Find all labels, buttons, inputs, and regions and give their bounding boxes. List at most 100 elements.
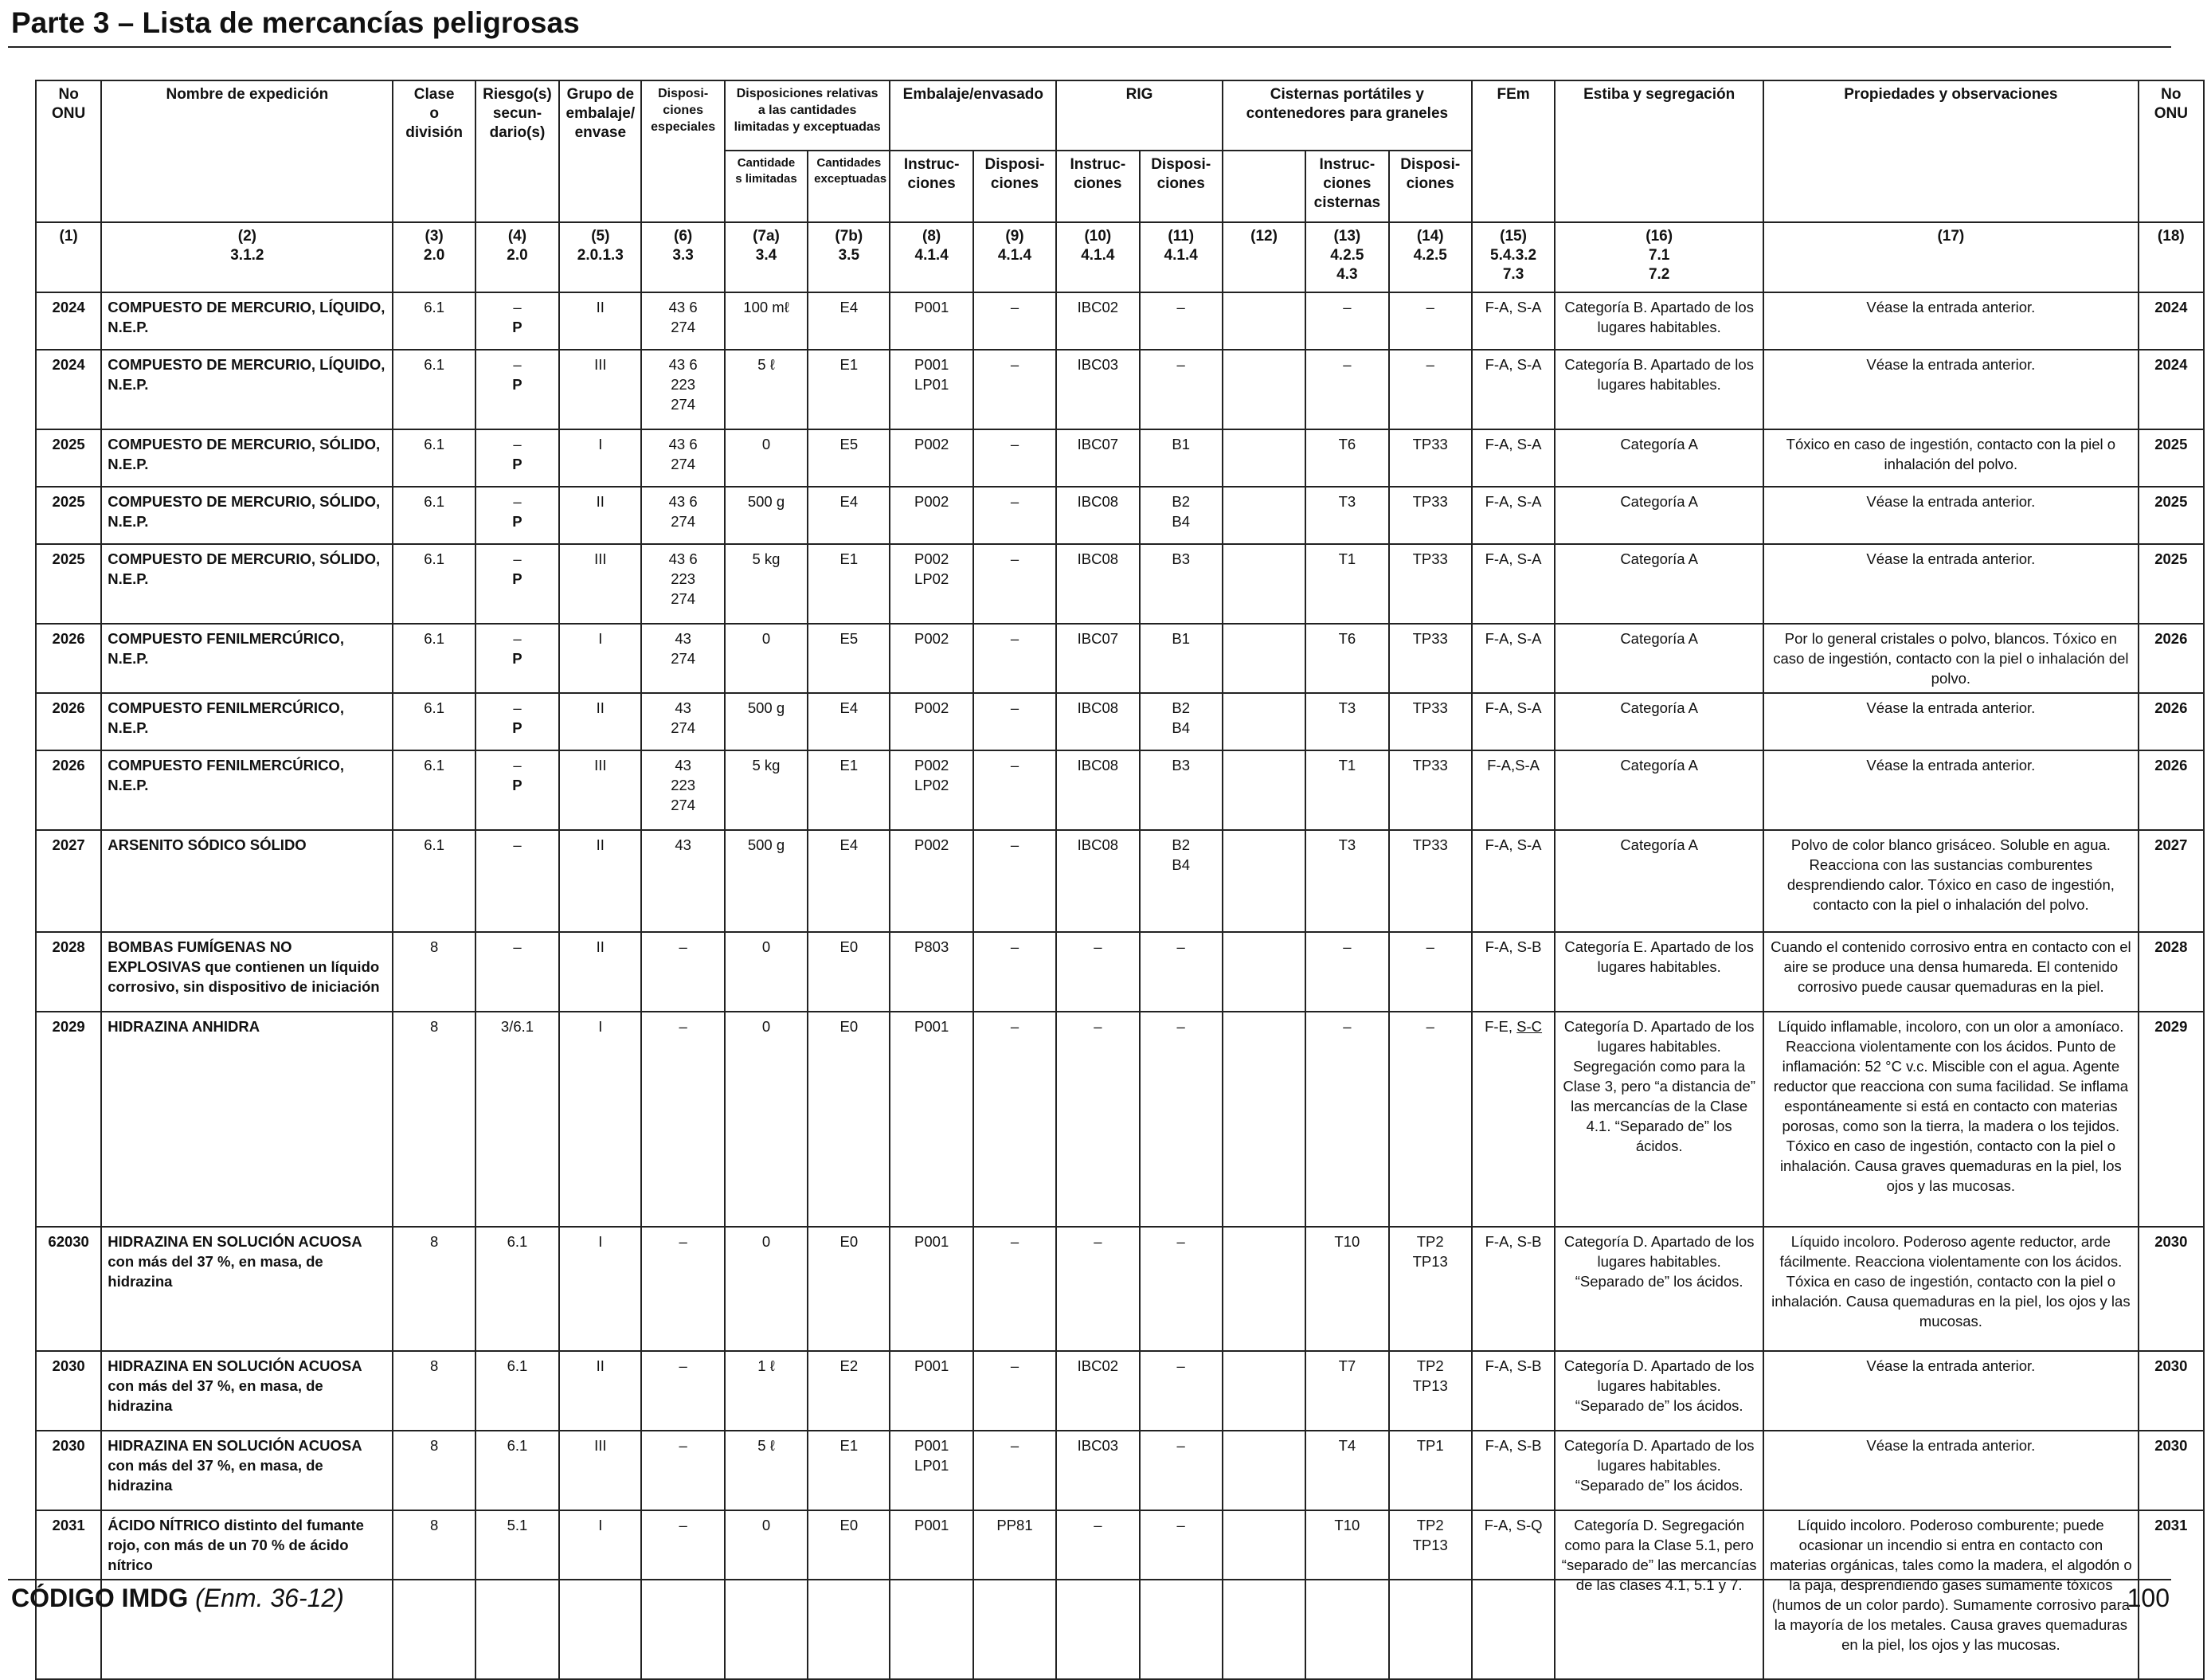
col12-cell [1221, 1430, 1307, 1511]
ems-text: F-E, [1485, 1018, 1517, 1035]
column-reference-line: (17) [1937, 228, 1965, 245]
ems: F-A,S-A [1470, 750, 1556, 831]
special-provisions-line: 43 6 [668, 493, 698, 510]
shipping-name: BOMBAS FUMÍGENAS NO EXPLOSIVAS que conti… [100, 931, 394, 1012]
special-provisions: 43 274 [640, 692, 726, 751]
shipping-name: COMPUESTO DE MERCURIO, SÓLIDO, N.E.P. [100, 543, 394, 625]
column-reference-line: (6) [674, 228, 693, 245]
column-reference-line: 2.0.1.3 [577, 247, 624, 264]
tank-provisions-line: TP2 [1416, 1357, 1444, 1374]
ibc-provisions: – [1138, 1430, 1223, 1511]
shipping-name-main: HIDRAZINA EN SOLUCIÓN ACUOSA [108, 1437, 362, 1454]
ibc-provisions: – [1138, 931, 1223, 1012]
column-reference-line: 7.2 [1648, 266, 1670, 283]
ibc-provisions-line: – [1176, 299, 1185, 315]
page-title: Parte 3 – Lista de mercancías peligrosas [11, 6, 580, 39]
properties-observations: Líquido incoloro. Poderoso agente reduct… [1763, 1226, 2139, 1352]
tank-provisions: TP33 [1387, 486, 1473, 545]
ems: F-E, S-C [1470, 1011, 1556, 1228]
col12-cell [1221, 692, 1307, 751]
column-reference-line: (9) [1005, 228, 1024, 245]
excepted-quantity: E4 [807, 692, 891, 751]
class-division: 8 [392, 931, 476, 1012]
special-provisions-line: – [679, 1517, 687, 1533]
ems-text: F-A, S-A [1485, 836, 1542, 853]
tank-provisions-line: TP33 [1412, 836, 1448, 853]
excepted-quantity: E4 [807, 486, 891, 545]
class-division: 8 [392, 1510, 476, 1680]
shipping-name: COMPUESTO DE MERCURIO, SÓLIDO, N.E.P. [100, 486, 394, 545]
shipping-name-main: COMPUESTO DE MERCURIO, LÍQUIDO, N.E.P. [108, 356, 385, 393]
stowage-segregation: Categoría B. Apartado de los lugares hab… [1554, 292, 1765, 350]
packing-provisions: – [972, 1226, 1058, 1352]
class-division: 8 [392, 1011, 476, 1228]
class-division: 6.1 [392, 292, 476, 350]
column-reference-line: (7b) [835, 228, 863, 245]
packing-instructions: P002 [889, 623, 974, 694]
ems-text: F-A, S-A [1485, 630, 1542, 647]
dangerous-goods-table: No ONU Nombre de expedición Clase o divisió… [34, 80, 2205, 1680]
ibc-instructions: IBC07 [1055, 623, 1141, 694]
subsidiary-risk-line: P [512, 456, 522, 472]
special-provisions: – [640, 931, 726, 1012]
shipping-name-main: COMPUESTO DE MERCURIO, SÓLIDO, N.E.P. [108, 550, 381, 587]
stowage-segregation: Categoría A [1554, 750, 1765, 831]
ems: F-A, S-Q [1470, 1510, 1556, 1680]
col12-cell [1221, 486, 1307, 545]
un-number-right: 2025 [2137, 543, 2205, 625]
special-provisions-line: 223 [671, 777, 696, 793]
special-provisions: 43 223 274 [640, 750, 726, 831]
subsidiary-risk-line: – [513, 699, 522, 716]
subsidiary-risk: – [474, 931, 561, 1012]
un-number: 2028 [34, 931, 103, 1012]
tank-provisions: – [1387, 349, 1473, 430]
special-provisions-line: – [679, 1357, 687, 1374]
packing-provisions: – [972, 931, 1058, 1012]
packing-group: III [558, 349, 643, 430]
ibc-provisions: B1 [1138, 429, 1223, 488]
header-ems: FEm [1470, 80, 1556, 223]
un-number: 2025 [34, 429, 103, 488]
ems-text: F-A, S-A [1485, 299, 1542, 315]
header-portable-tanks: Cisternas portátiles y contenedores para … [1221, 80, 1473, 151]
packing-provisions: – [972, 1011, 1058, 1228]
subsidiary-risk: – P [474, 292, 561, 350]
tank-provisions: TP2 TP13 [1387, 1510, 1473, 1680]
ems: F-A, S-A [1470, 543, 1556, 625]
special-provisions-line: 274 [671, 513, 696, 530]
special-provisions-line: – [679, 938, 687, 955]
column-reference-line: 7.1 [1648, 247, 1670, 264]
ems: F-A, S-B [1470, 931, 1556, 1012]
ibc-provisions: B3 [1138, 543, 1223, 625]
table-row: 2026 COMPUESTO FENILMERCÚRICO, N.E.P. 6.1–… [34, 692, 2205, 751]
tank-instructions: – [1305, 1011, 1390, 1228]
packing-instructions-line: P001 [914, 356, 949, 373]
packing-instructions: P002 [889, 692, 974, 751]
special-provisions: 43 6 223 274 [640, 349, 726, 430]
header-ibc-provisions: Disposi-ciones [1138, 150, 1223, 223]
special-provisions-line: 274 [671, 797, 696, 813]
packing-group: I [558, 1226, 643, 1352]
header-stowage: Estiba y segregación [1554, 80, 1765, 223]
subsidiary-risk: – P [474, 623, 561, 694]
ems-text: F-A, S-Q [1484, 1517, 1543, 1533]
subsidiary-risk-line: P [512, 650, 522, 667]
limited-quantity: 0 [723, 429, 809, 488]
un-number-right: 2025 [2137, 429, 2205, 488]
stowage-segregation: Categoría A [1554, 429, 1765, 488]
special-provisions: – [640, 1011, 726, 1228]
column-reference-line: 2.0 [507, 247, 528, 264]
limited-quantity: 5 ℓ [723, 1430, 809, 1511]
tank-provisions-line: – [1426, 299, 1434, 315]
special-provisions: – [640, 1510, 726, 1680]
header-class: Clase o división [392, 80, 476, 223]
ibc-instructions: IBC08 [1055, 750, 1141, 831]
tank-provisions: – [1387, 931, 1473, 1012]
packing-instructions-line: P002 [914, 757, 949, 773]
ibc-instructions: IBC08 [1055, 829, 1141, 933]
subsidiary-risk: – P [474, 349, 561, 430]
un-number: 2024 [34, 349, 103, 430]
tank-provisions-line: TP33 [1412, 699, 1448, 716]
stowage-segregation: Categoría D. Apartado de los lugares hab… [1554, 1350, 1765, 1431]
column-reference-line: (14) [1416, 228, 1444, 245]
